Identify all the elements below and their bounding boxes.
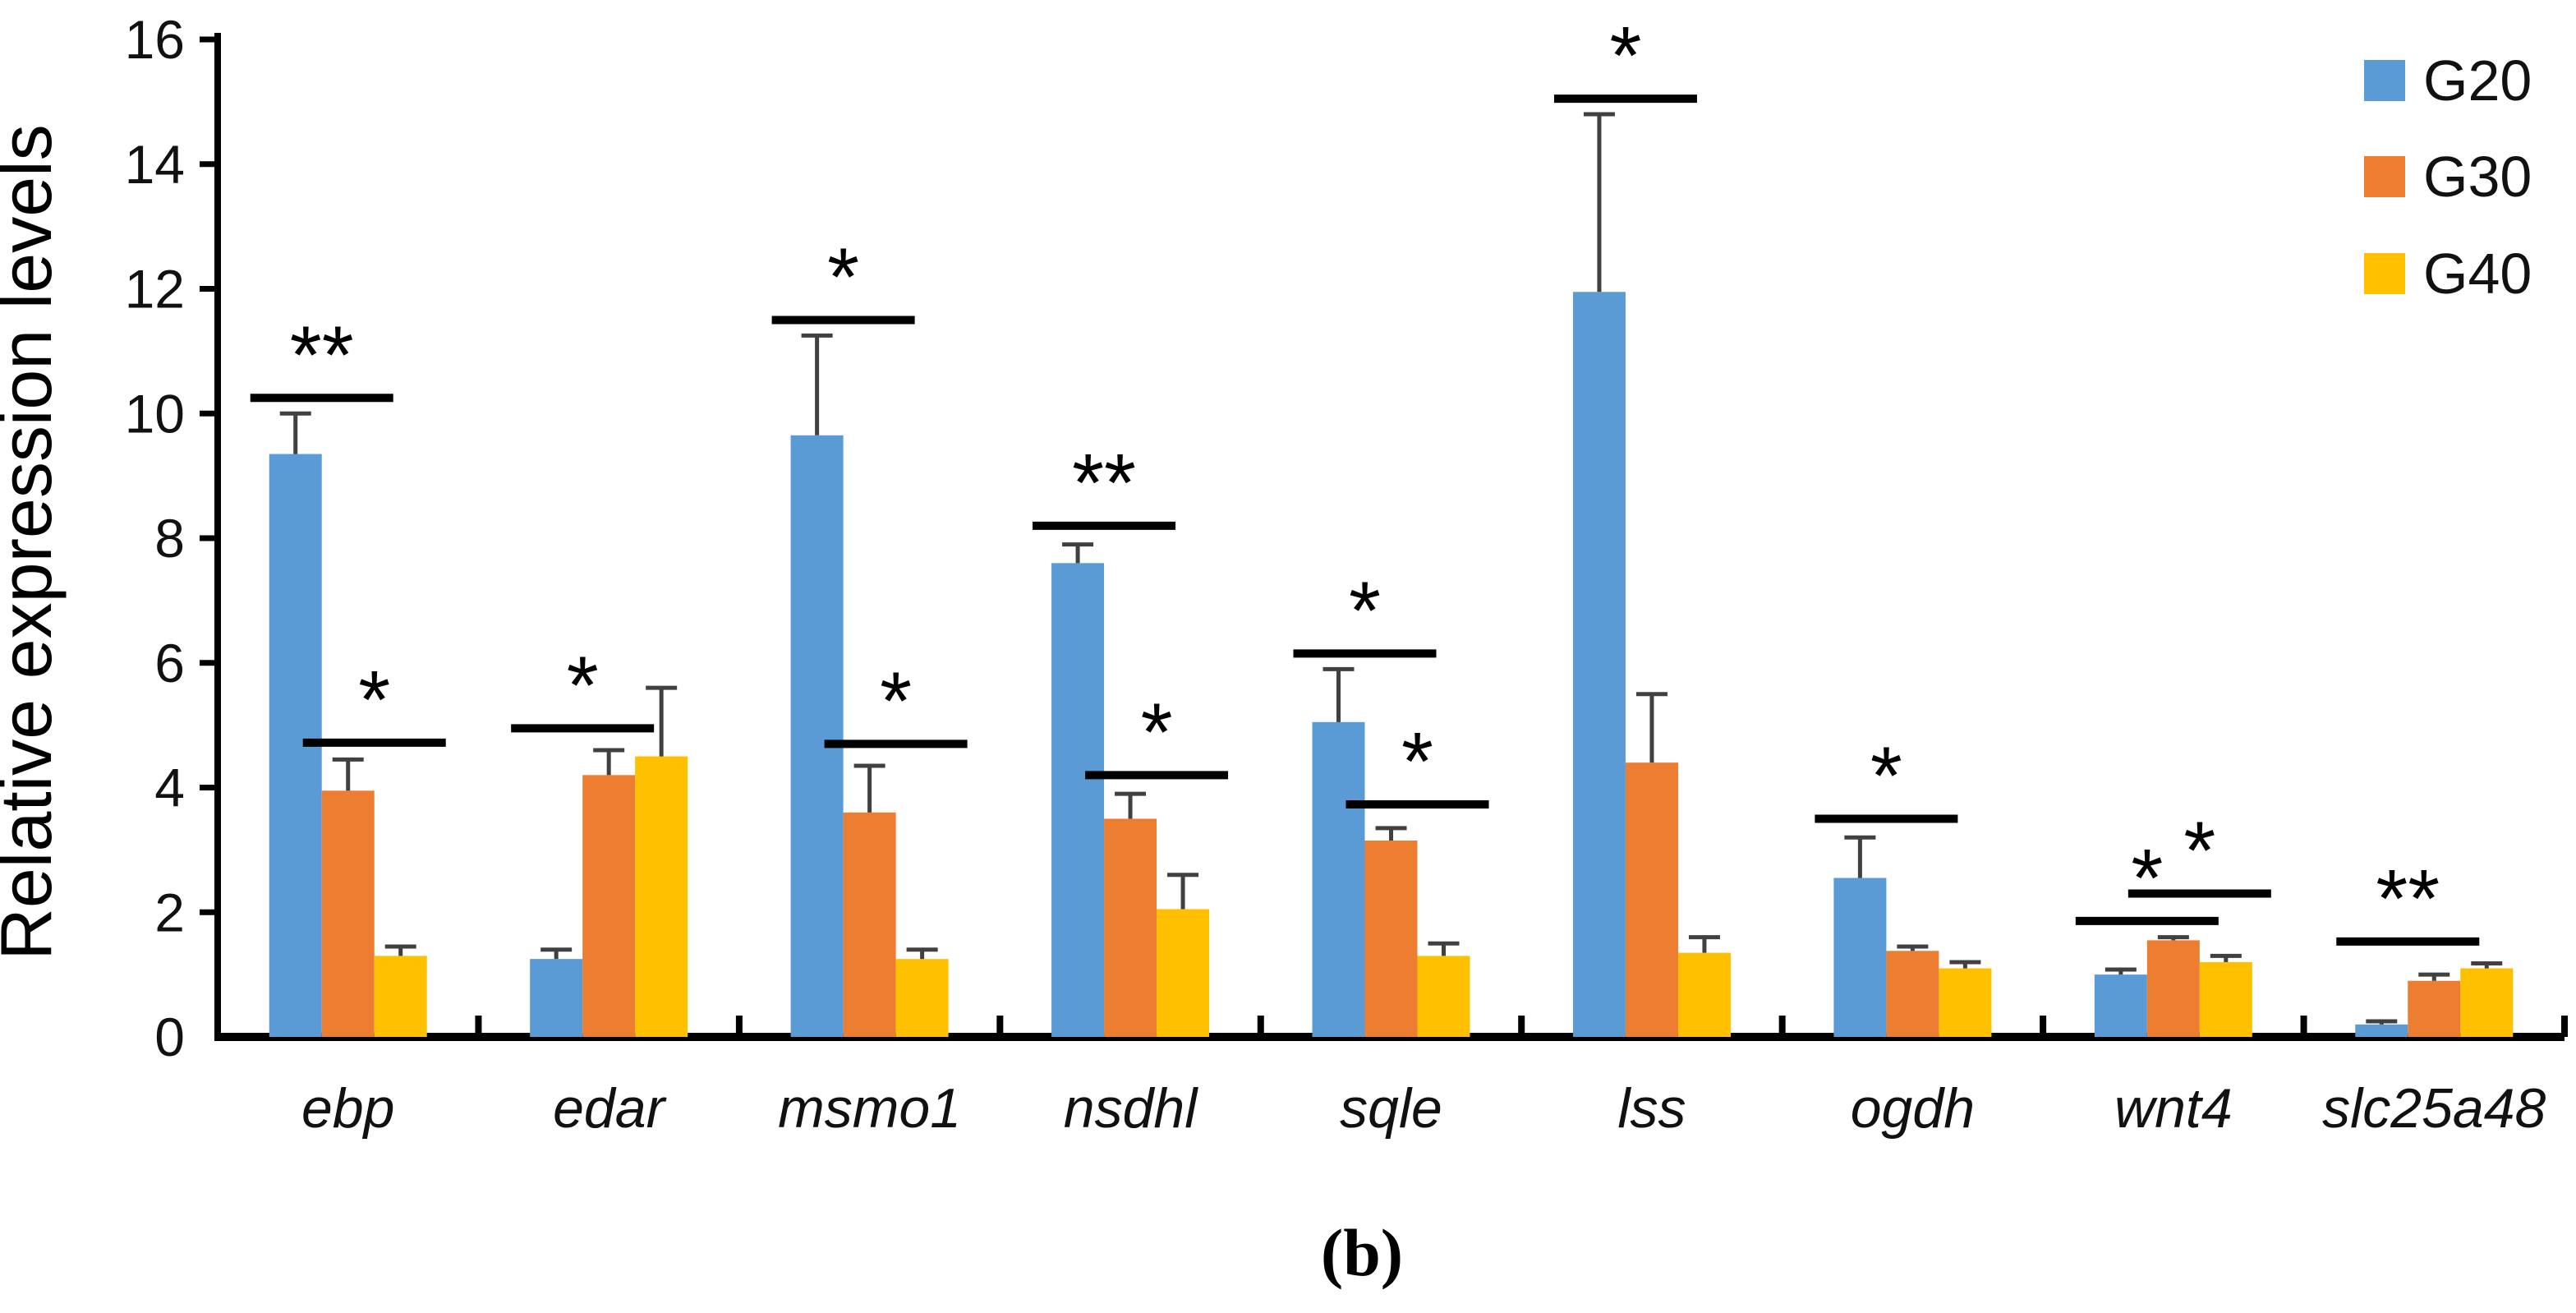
bar — [1157, 909, 1210, 1037]
y-tick-label: 16 — [125, 9, 185, 70]
significance-asterisk: ** — [1072, 437, 1136, 529]
bar — [2355, 1024, 2408, 1037]
bar — [530, 959, 583, 1037]
significance-asterisk: * — [2131, 832, 2163, 924]
bar — [1886, 951, 1939, 1037]
x-category-label: slc25a48 — [2322, 1077, 2546, 1140]
x-category-label: edar — [553, 1077, 666, 1140]
bar — [2094, 974, 2147, 1037]
significance-asterisk: * — [1870, 730, 1902, 822]
bar — [1417, 956, 1470, 1037]
significance-asterisk: * — [567, 639, 599, 731]
bar — [1939, 968, 1992, 1037]
y-tick-label: 2 — [154, 882, 185, 942]
significance-asterisk: * — [1609, 10, 1641, 102]
x-category-label: msmo1 — [778, 1077, 961, 1140]
y-tick-label: 0 — [154, 1007, 185, 1067]
bar — [843, 812, 896, 1037]
x-category-label: lss — [1617, 1077, 1686, 1140]
bar — [1572, 292, 1626, 1037]
bar — [374, 956, 427, 1037]
bar — [2408, 980, 2461, 1037]
significance-asterisk: * — [880, 655, 912, 747]
bar — [2460, 968, 2514, 1037]
bar — [1677, 952, 1731, 1037]
y-tick-label: 4 — [154, 758, 185, 818]
y-tick-label: 10 — [125, 383, 185, 444]
significance-asterisk: * — [1349, 564, 1381, 656]
y-tick-label: 12 — [125, 259, 185, 320]
legend-swatch — [2364, 156, 2405, 197]
significance-asterisk: ** — [2376, 853, 2440, 945]
bar — [2146, 940, 2200, 1037]
significance-asterisk: ** — [290, 309, 354, 401]
bar — [790, 435, 844, 1037]
bar — [1312, 721, 1365, 1037]
x-category-label: nsdhl — [1064, 1077, 1198, 1140]
legend-swatch — [2364, 253, 2405, 294]
x-category-label: ogdh — [1851, 1077, 1975, 1140]
x-category-label: wnt4 — [2114, 1077, 2233, 1140]
bar — [635, 756, 688, 1037]
bar — [1833, 878, 1887, 1037]
legend-label: G20 — [2423, 48, 2532, 113]
legend-swatch — [2364, 60, 2405, 101]
bar — [1364, 840, 1418, 1037]
bar — [2199, 961, 2252, 1037]
significance-asterisk: * — [358, 654, 390, 746]
bar — [1625, 762, 1678, 1037]
x-category-label: sqle — [1340, 1077, 1442, 1140]
bar — [1051, 563, 1105, 1037]
bar — [1104, 818, 1157, 1037]
bar — [895, 959, 949, 1037]
legend-label: G40 — [2423, 242, 2532, 306]
x-category-label: ebp — [301, 1077, 394, 1140]
significance-asterisk: * — [2183, 804, 2215, 896]
y-axis-title: Relative expression levels — [0, 124, 67, 960]
bar — [582, 775, 636, 1037]
y-tick-label: 14 — [125, 134, 185, 195]
y-tick-label: 6 — [154, 633, 185, 693]
bar — [321, 790, 375, 1037]
significance-asterisk: * — [827, 231, 859, 323]
significance-asterisk: * — [1401, 716, 1433, 808]
legend-label: G30 — [2423, 145, 2532, 209]
y-tick-label: 8 — [154, 508, 185, 569]
figure-caption: (b) — [1320, 1215, 1404, 1290]
significance-asterisk: * — [1141, 686, 1173, 778]
